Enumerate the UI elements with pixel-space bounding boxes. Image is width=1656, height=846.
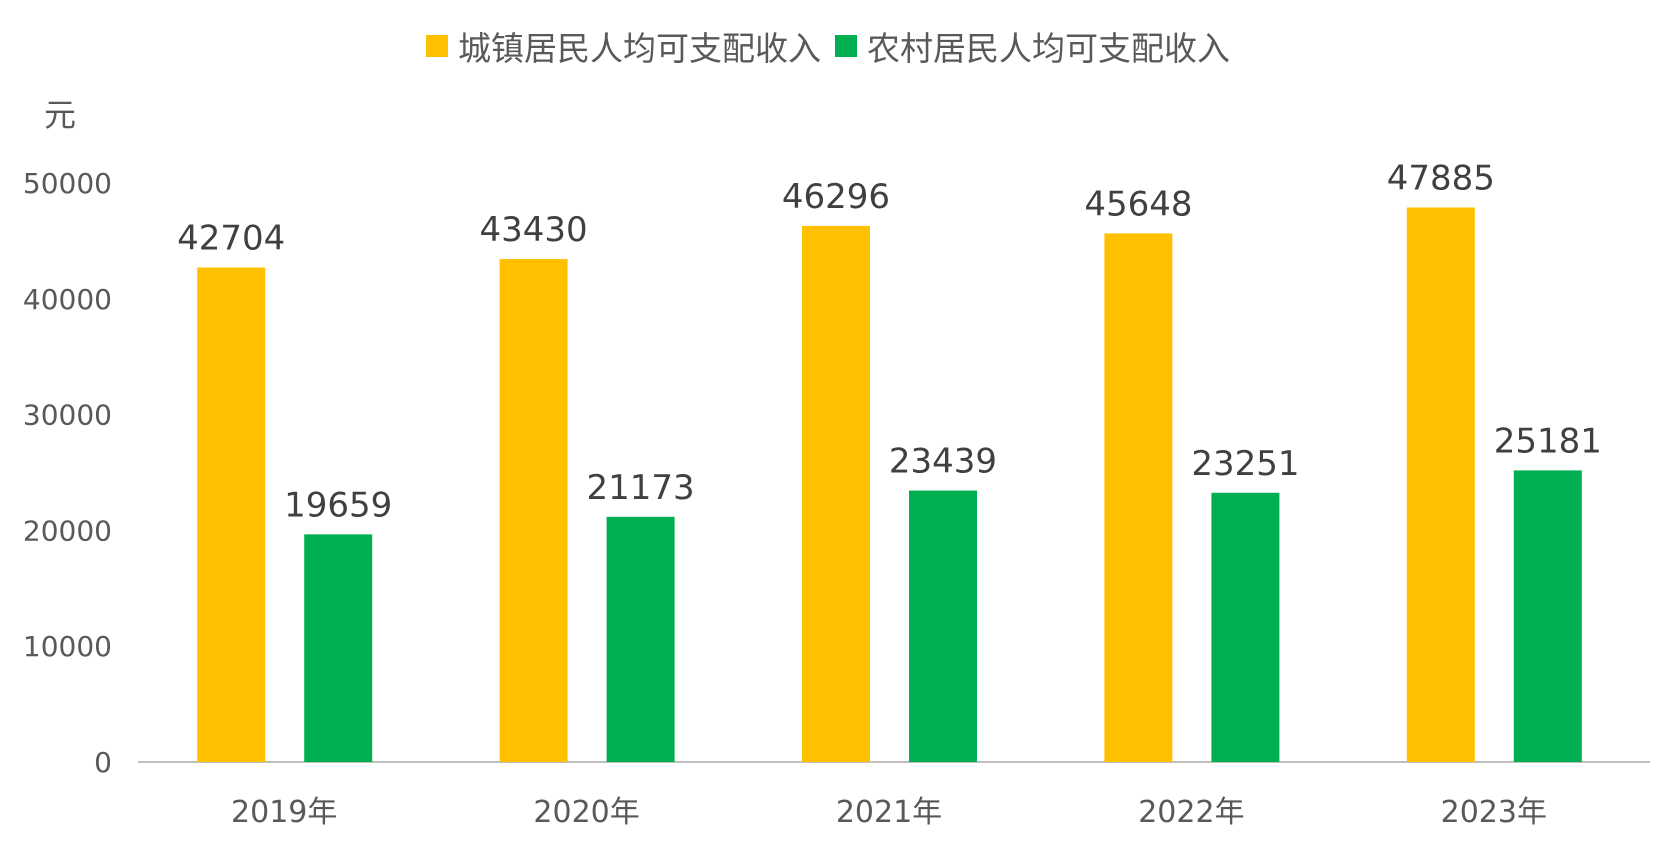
x-category-label: 2020年 bbox=[533, 795, 639, 830]
data-label: 23439 bbox=[889, 442, 997, 482]
data-label: 43430 bbox=[480, 210, 588, 250]
y-tick-label: 30000 bbox=[23, 399, 112, 432]
bar-urban bbox=[1104, 233, 1173, 762]
legend-label-rural: 农村居民人均可支配收入 bbox=[867, 29, 1230, 68]
y-tick-label: 0 bbox=[94, 746, 112, 779]
y-tick-label: 20000 bbox=[23, 514, 112, 547]
data-label: 21173 bbox=[587, 468, 695, 508]
data-label: 42704 bbox=[177, 218, 285, 258]
legend-swatch-urban bbox=[426, 35, 448, 57]
bar-urban bbox=[499, 259, 568, 762]
data-label: 46296 bbox=[782, 177, 890, 217]
legend-item-rural: 农村居民人均可支配收入 bbox=[835, 22, 1230, 70]
bar-rural bbox=[909, 490, 977, 762]
y-tick-label: 40000 bbox=[23, 283, 112, 316]
y-axis-unit-label: 元 bbox=[44, 96, 77, 134]
bar-urban bbox=[802, 225, 870, 762]
legend-item-urban: 城镇居民人均可支配收入 bbox=[426, 22, 821, 70]
legend-label-urban: 城镇居民人均可支配收入 bbox=[458, 29, 821, 68]
bar-rural bbox=[1513, 470, 1582, 762]
y-tick-label: 50000 bbox=[23, 167, 112, 200]
legend: 城镇居民人均可支配收入 农村居民人均可支配收入 bbox=[0, 22, 1656, 70]
bar-urban bbox=[1406, 207, 1475, 762]
bar-rural bbox=[304, 534, 373, 762]
data-label: 45648 bbox=[1084, 184, 1192, 224]
x-category-label: 2023年 bbox=[1441, 795, 1547, 830]
data-label: 47885 bbox=[1387, 158, 1495, 198]
legend-swatch-rural bbox=[835, 35, 857, 57]
x-category-label: 2022年 bbox=[1138, 795, 1244, 830]
bar-rural bbox=[1211, 492, 1280, 762]
data-label: 19659 bbox=[284, 485, 392, 525]
data-label: 25181 bbox=[1494, 421, 1602, 461]
bar-urban bbox=[197, 267, 266, 762]
x-category-label: 2021年 bbox=[836, 795, 942, 830]
bar-rural bbox=[606, 516, 675, 762]
y-tick-label: 10000 bbox=[23, 630, 112, 663]
data-label: 23251 bbox=[1191, 444, 1299, 484]
x-category-label: 2019年 bbox=[231, 795, 337, 830]
